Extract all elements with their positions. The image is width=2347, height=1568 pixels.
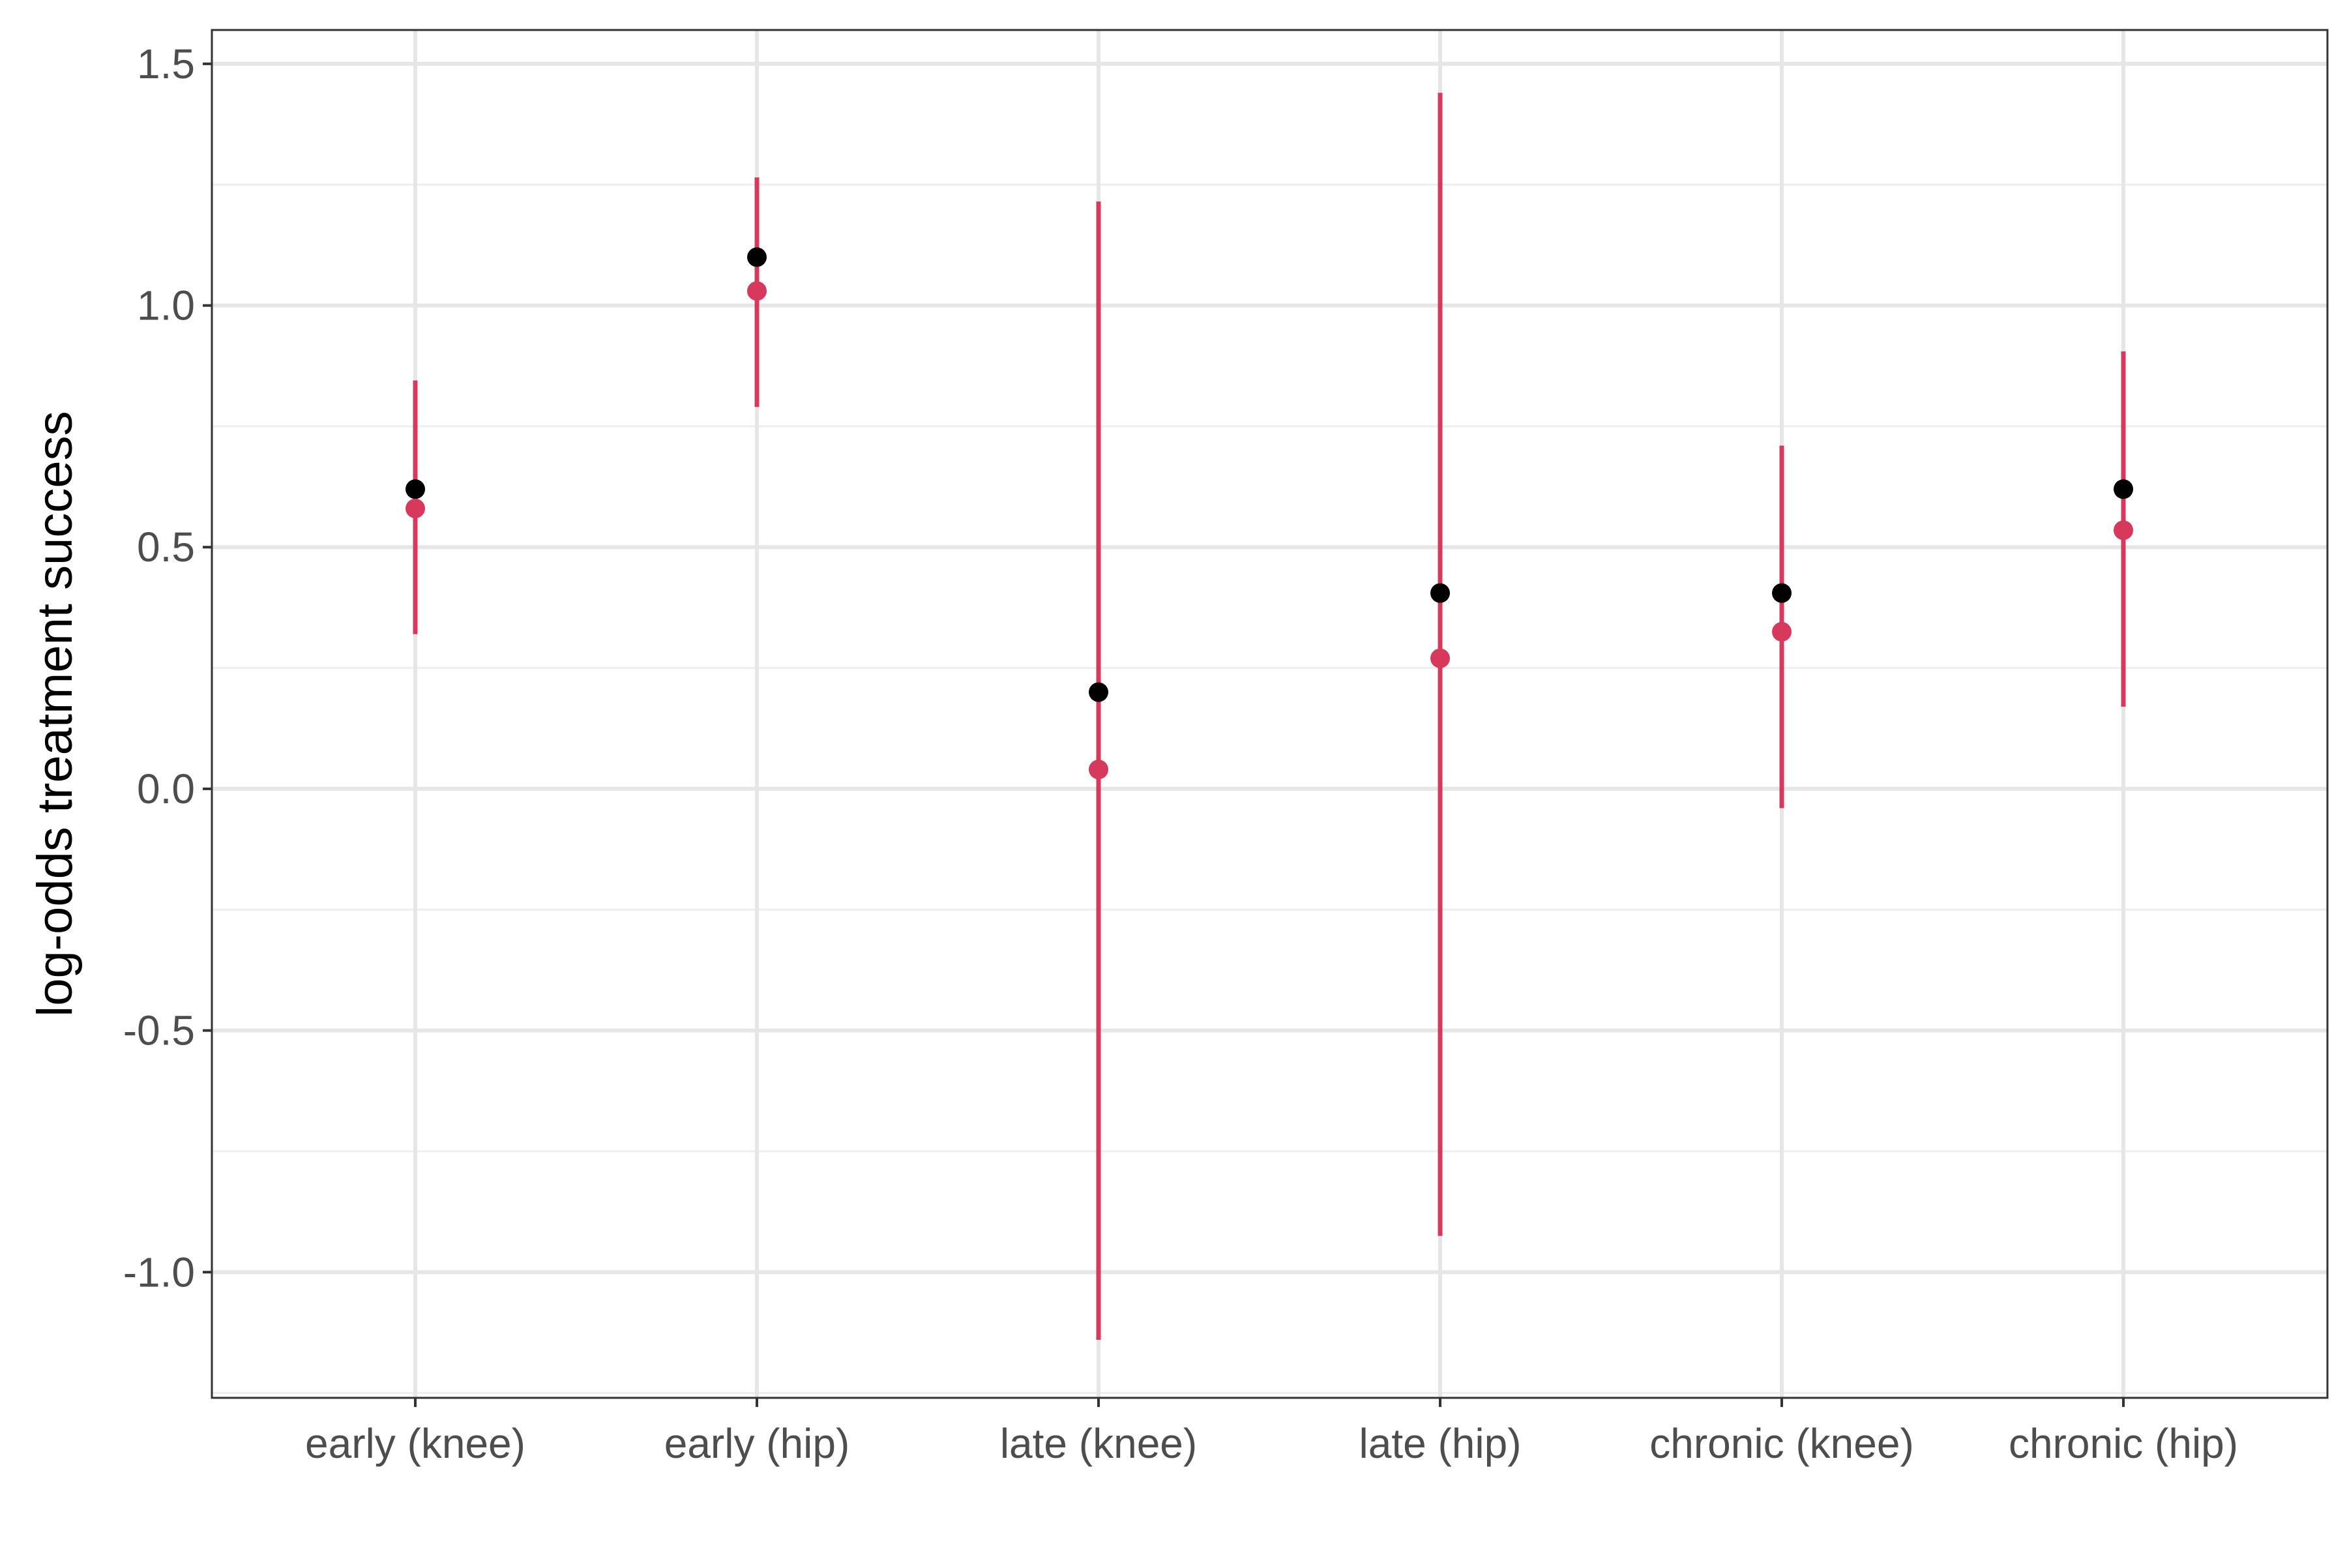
y-tick-label: 1.0 [137,282,195,329]
grid-layer [212,30,2327,1398]
y-tick-label: 1.5 [137,40,195,87]
panel-border [211,29,2329,1399]
y-tick-label: 0.0 [137,765,195,812]
y-tick-label: -0.5 [123,1007,195,1054]
x-tick-label: early (knee) [305,1420,525,1467]
observed-point [1772,583,1792,603]
observed-point [1430,583,1450,603]
y-tick-label: -1.0 [123,1249,195,1295]
estimate-point [1772,621,1792,642]
observed-point [1089,682,1108,702]
observed-point [2114,479,2133,499]
observed-point [406,479,425,499]
x-tick-label: late (hip) [1359,1420,1522,1467]
estimate-point [406,498,425,518]
estimate-point [747,281,767,301]
x-tick-label: chronic (hip) [2009,1420,2238,1467]
estimate-point [2114,520,2133,540]
y-tick-label: 0.5 [137,524,195,570]
x-tick-label: late (knee) [1000,1420,1197,1467]
axes-layer: -1.0 -0.5 0.0 0.5 1.0 1.5 early (knee) early (h… [123,40,2238,1467]
estimate-point [1430,648,1450,668]
observed-point [747,247,767,267]
marks-layer [406,93,2133,1340]
x-tick-label: chronic (knee) [1649,1420,1914,1467]
x-tick-label: early (hip) [664,1420,850,1467]
y-axis-title: log-odds treatment success [27,411,83,1016]
estimate-point [1089,760,1108,780]
